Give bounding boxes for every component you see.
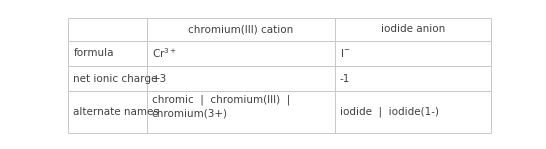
Bar bbox=[146, 91, 335, 133]
Text: alternate names: alternate names bbox=[73, 107, 159, 117]
Text: Cr$^{3+}$: Cr$^{3+}$ bbox=[152, 46, 176, 60]
Bar bbox=[68, 66, 146, 91]
Bar bbox=[68, 91, 146, 133]
Bar bbox=[335, 66, 491, 91]
Text: I$^{-}$: I$^{-}$ bbox=[340, 47, 351, 59]
Bar bbox=[146, 18, 335, 41]
Text: iodide  |  iodide(1-): iodide | iodide(1-) bbox=[340, 107, 439, 117]
Text: formula: formula bbox=[73, 48, 114, 58]
Bar bbox=[68, 18, 146, 41]
Text: +3: +3 bbox=[152, 74, 167, 84]
Bar bbox=[68, 41, 146, 66]
Text: -1: -1 bbox=[340, 74, 351, 84]
Bar bbox=[335, 91, 491, 133]
Text: chromic  |  chromium(III)  |
chromium(3+): chromic | chromium(III) | chromium(3+) bbox=[152, 94, 290, 118]
Bar bbox=[335, 18, 491, 41]
Bar bbox=[146, 66, 335, 91]
Bar bbox=[146, 41, 335, 66]
Text: iodide anion: iodide anion bbox=[381, 24, 445, 34]
Text: net ionic charge: net ionic charge bbox=[73, 74, 158, 84]
Text: chromium(III) cation: chromium(III) cation bbox=[188, 24, 293, 34]
Bar bbox=[335, 41, 491, 66]
